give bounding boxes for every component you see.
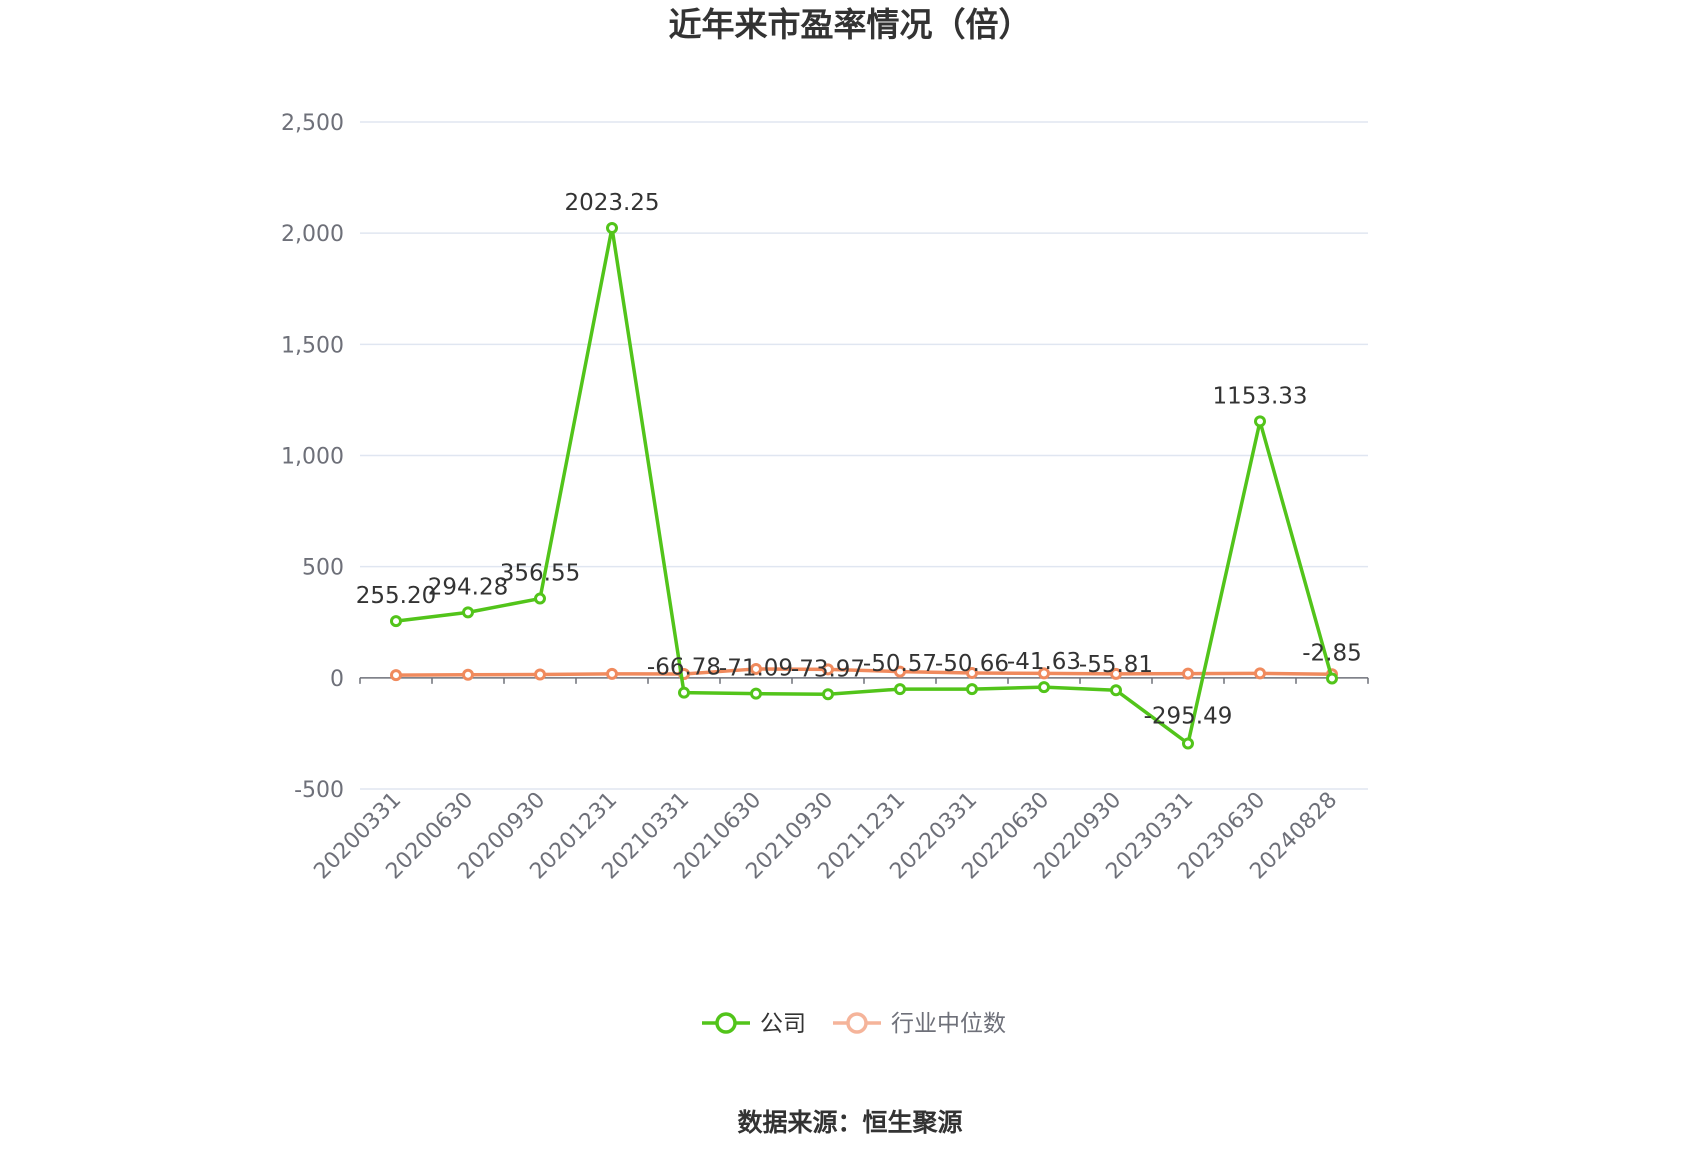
company-series-line <box>395 226 1334 746</box>
y-tick-label: 1,500 <box>281 333 344 358</box>
company-data-label: -55.81 <box>1079 652 1153 678</box>
company-data-point <box>534 592 546 605</box>
industry-data-point <box>462 668 474 681</box>
legend-item-industry-median[interactable]: 行业中位数 <box>833 1011 1006 1037</box>
company-data-point <box>462 606 474 619</box>
legend-circle-icon <box>846 1012 868 1034</box>
company-data-label: -2.85 <box>1302 640 1362 666</box>
company-data-label: -71.09 <box>719 656 793 682</box>
legend-label: 公司 <box>760 1011 806 1037</box>
industry-data-point <box>894 665 906 678</box>
industry-data-point <box>390 669 402 682</box>
company-data-label: -50.66 <box>935 651 1009 677</box>
legend-item-company[interactable]: 公司 <box>702 1011 806 1037</box>
company-data-point <box>1326 672 1338 685</box>
industry-data-point <box>534 668 546 681</box>
company-data-point <box>606 221 618 234</box>
company-data-label: -66.78 <box>647 655 721 681</box>
data-source: 数据来源：恒生聚源 <box>737 1108 962 1137</box>
company-data-label: 356.55 <box>500 561 580 587</box>
company-data-label: 294.28 <box>428 574 508 600</box>
industry-data-point <box>822 663 834 676</box>
company-data-point <box>1254 415 1266 428</box>
company-data-point <box>390 615 402 628</box>
y-tick-label: -500 <box>294 778 344 803</box>
legend[interactable]: 公司 行业中位数 <box>702 1011 1006 1037</box>
company-data-point <box>678 686 690 699</box>
legend-circle-icon <box>715 1012 737 1034</box>
y-tick-label: 2,000 <box>281 222 344 247</box>
series-lines <box>390 221 1338 750</box>
y-tick-label: 0 <box>330 667 344 692</box>
grid-lines <box>360 121 1368 790</box>
company-data-point <box>1182 737 1194 750</box>
industry-data-point <box>750 662 762 675</box>
y-tick-label: 2,500 <box>281 111 344 136</box>
company-data-point <box>894 683 906 696</box>
y-tick-label: 500 <box>302 556 344 581</box>
industry-data-point <box>1254 667 1266 680</box>
industry-median-series-line <box>395 667 1333 677</box>
company-data-label: 1153.33 <box>1212 383 1307 409</box>
legend-label: 行业中位数 <box>891 1011 1006 1037</box>
company-data-point <box>822 688 834 701</box>
company-data-point <box>1110 684 1122 697</box>
industry-data-point <box>606 667 618 680</box>
company-data-label: -41.63 <box>1007 649 1081 675</box>
company-data-point <box>966 683 978 696</box>
company-data-label: -50.57 <box>863 651 937 677</box>
y-tick-label: 1,000 <box>281 445 344 470</box>
company-data-point <box>750 687 762 700</box>
company-data-label: 2023.25 <box>564 190 659 216</box>
company-data-label: -73.97 <box>791 656 865 682</box>
company-data-label: -295.49 <box>1144 704 1233 730</box>
industry-data-point <box>1038 667 1050 680</box>
industry-data-point <box>1182 667 1194 680</box>
industry-data-point <box>966 666 978 679</box>
axes: 2,5002,0001,5001,0005000-500202003312020… <box>281 111 1369 884</box>
chart-title: 近年来市盈率情况（倍） <box>669 5 1032 44</box>
company-data-point <box>1038 681 1050 694</box>
company-data-label: 255.20 <box>356 583 436 609</box>
industry-data-point <box>1110 667 1122 680</box>
